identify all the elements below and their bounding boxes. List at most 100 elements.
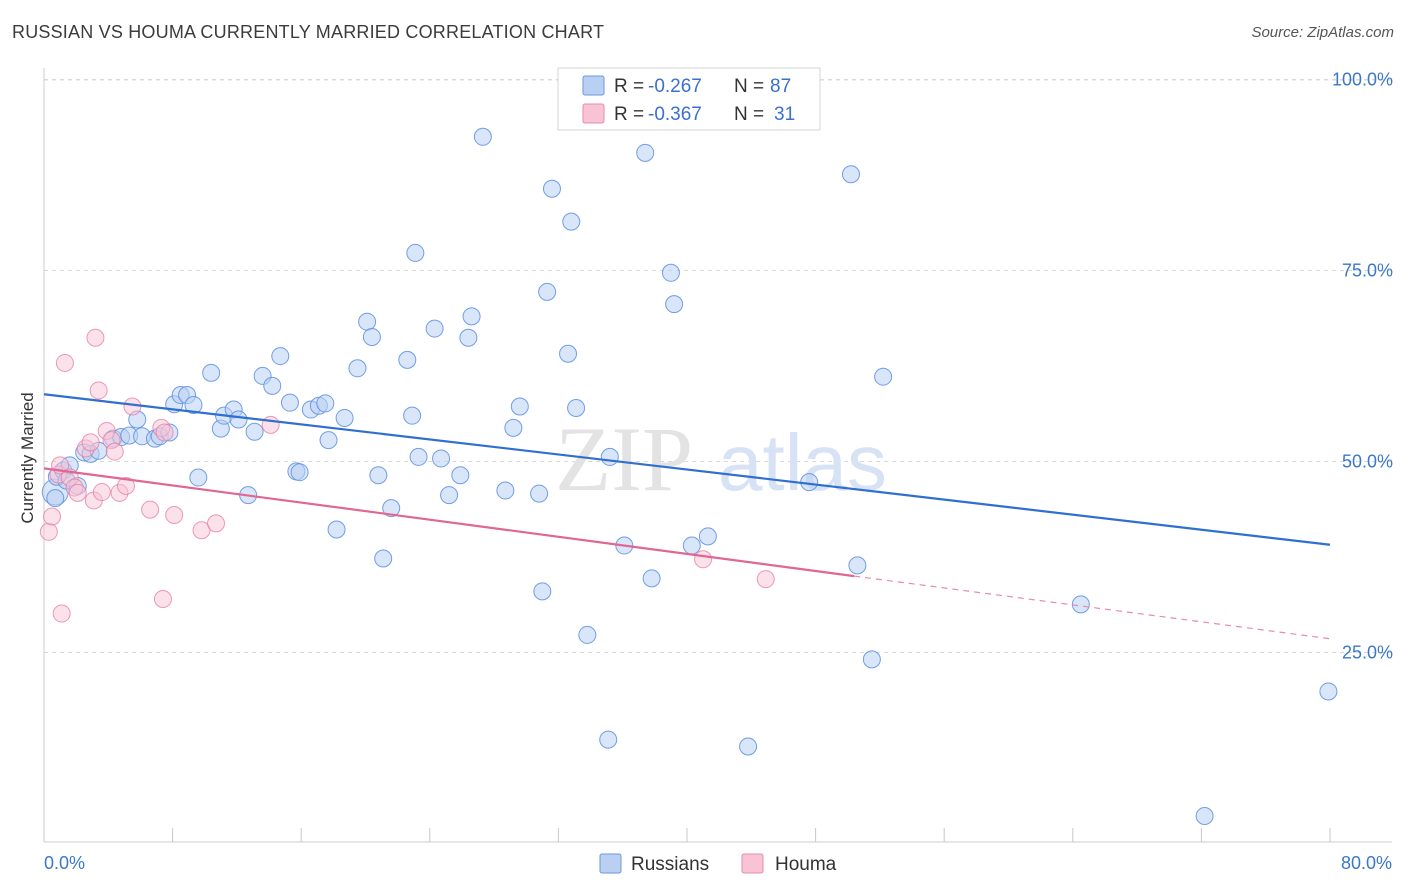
- houma-trend-line: [43, 467, 855, 578]
- houma-point: [155, 423, 174, 442]
- houma-point: [123, 397, 142, 416]
- russians-point: [202, 363, 221, 382]
- russians-point: [841, 165, 860, 184]
- series-legend: Russians Houma: [599, 853, 837, 875]
- russians-point: [600, 447, 619, 466]
- legend-russians-r-label: R =: [614, 76, 644, 97]
- russians-point: [316, 394, 335, 413]
- houma-point: [116, 476, 135, 495]
- y-tick-label-100: 100.0%: [1332, 70, 1393, 90]
- houma-point: [165, 505, 184, 524]
- chart-title: RUSSIAN VS HOUMA CURRENTLY MARRIED CORRE…: [12, 22, 605, 42]
- russians-point: [636, 143, 655, 162]
- russians-point: [665, 295, 684, 314]
- russians-point: [263, 376, 282, 395]
- russians-point: [739, 737, 758, 756]
- russians-point: [440, 486, 459, 505]
- russians-point: [382, 499, 401, 518]
- russians-point: [578, 625, 597, 644]
- russians-point: [432, 449, 451, 468]
- houma-point: [756, 570, 775, 589]
- houma-point: [86, 328, 105, 347]
- tick-labels: 25.0% 50.0% 75.0% 100.0% 0.0% 80.0%: [44, 70, 1393, 874]
- legend-russians-n-value: 87: [770, 76, 791, 97]
- russians-point: [542, 179, 561, 198]
- russians-point: [348, 359, 367, 378]
- russians-point: [533, 582, 552, 601]
- russians-point: [290, 463, 309, 482]
- russians-point: [459, 328, 478, 347]
- russians-point: [510, 397, 529, 416]
- russians-point: [403, 406, 422, 425]
- russians-point: [559, 344, 578, 363]
- russians-trend-line: [43, 393, 1331, 546]
- houma-point: [105, 442, 124, 461]
- houma-trend-line-extrapolated: [854, 575, 1331, 640]
- russians-point: [189, 468, 208, 487]
- russians-point: [682, 536, 701, 555]
- houma-point: [694, 550, 713, 569]
- russians-point: [46, 489, 65, 508]
- russians-point: [538, 282, 557, 301]
- legend-swatch-houma: [582, 103, 605, 124]
- legend-houma-r-label: R =: [614, 104, 644, 125]
- russians-point: [245, 422, 264, 441]
- houma-point: [192, 521, 211, 540]
- y-axis-title: Currently Married: [18, 392, 37, 523]
- houma-point: [89, 381, 108, 400]
- russians-point: [374, 549, 393, 568]
- grid-lines: [44, 79, 1392, 653]
- russians-point: [473, 127, 492, 146]
- russians-point: [496, 481, 515, 500]
- russians-point: [327, 520, 346, 539]
- houma-point: [153, 590, 172, 609]
- houma-points: [39, 328, 775, 623]
- russians-point: [425, 319, 444, 338]
- houma-point: [39, 522, 58, 541]
- russians-point: [184, 395, 203, 414]
- russians-point: [1195, 806, 1214, 825]
- russians-point: [642, 569, 661, 588]
- legend-swatch-russians: [582, 75, 605, 96]
- legend-houma-n-label: N =: [734, 104, 764, 125]
- russians-point: [504, 418, 523, 437]
- russians-point: [229, 410, 248, 429]
- russians-point: [335, 408, 354, 427]
- russians-point: [862, 650, 881, 669]
- legend-houma-r-value: -0.367: [648, 104, 702, 125]
- y-tick-label-25: 25.0%: [1342, 643, 1393, 663]
- houma-point: [261, 415, 280, 434]
- houma-point: [68, 483, 87, 502]
- houma-point: [92, 483, 111, 502]
- russians-points: [41, 127, 1338, 825]
- russians-point: [451, 466, 470, 485]
- legend-russians-r-value: -0.267: [648, 76, 702, 97]
- russians-point: [530, 484, 549, 503]
- houma-point: [43, 507, 62, 526]
- russians-point: [406, 243, 425, 262]
- russians-point: [848, 556, 867, 575]
- legend-russians-n-label: N =: [734, 76, 764, 97]
- russians-point: [358, 312, 377, 331]
- russians-point: [319, 431, 338, 450]
- axes: [43, 68, 1392, 843]
- bottom-legend-swatch-russians: [599, 853, 622, 874]
- y-tick-label-50: 50.0%: [1342, 452, 1393, 472]
- russians-point: [567, 399, 586, 418]
- houma-point: [55, 353, 74, 372]
- russians-point: [661, 263, 680, 282]
- stats-legend: R = -0.267 N = 87 R = -0.367 N = 31: [557, 67, 821, 131]
- houma-point: [81, 433, 100, 452]
- watermark-atlas: atlas: [718, 418, 887, 507]
- x-tick-label-0: 0.0%: [44, 853, 85, 873]
- houma-point: [141, 500, 160, 519]
- russians-point: [462, 307, 481, 326]
- russians-point: [874, 367, 893, 386]
- russians-point: [698, 527, 717, 546]
- russians-point: [599, 730, 618, 749]
- russians-point: [362, 327, 381, 346]
- source-label: Source: ZipAtlas.com: [1251, 24, 1394, 41]
- bottom-legend-houma-label: Houma: [775, 854, 837, 875]
- russians-point: [409, 447, 428, 466]
